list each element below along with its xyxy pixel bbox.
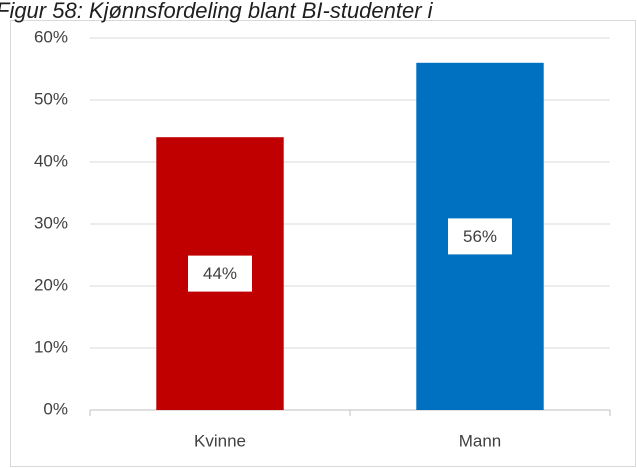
y-tick-label: 40% [34, 151, 68, 170]
data-label-box [448, 218, 512, 255]
y-tick-label: 60% [34, 27, 68, 46]
y-tick-label: 0% [43, 399, 68, 418]
y-tick-label: 20% [34, 275, 68, 294]
chart-title: Figur 58: Kjønnsfordeling blant BI-stude… [0, 0, 434, 23]
y-tick-label: 30% [34, 213, 68, 232]
x-tick-label: Kvinne [194, 431, 246, 450]
data-label: 56% [463, 227, 497, 246]
y-tick-label: 50% [34, 89, 68, 108]
chart-frame [10, 20, 636, 467]
data-label: 44% [203, 264, 237, 283]
y-tick-label: 10% [34, 337, 68, 356]
data-label-box [188, 255, 252, 292]
x-tick-label: Mann [459, 431, 502, 450]
